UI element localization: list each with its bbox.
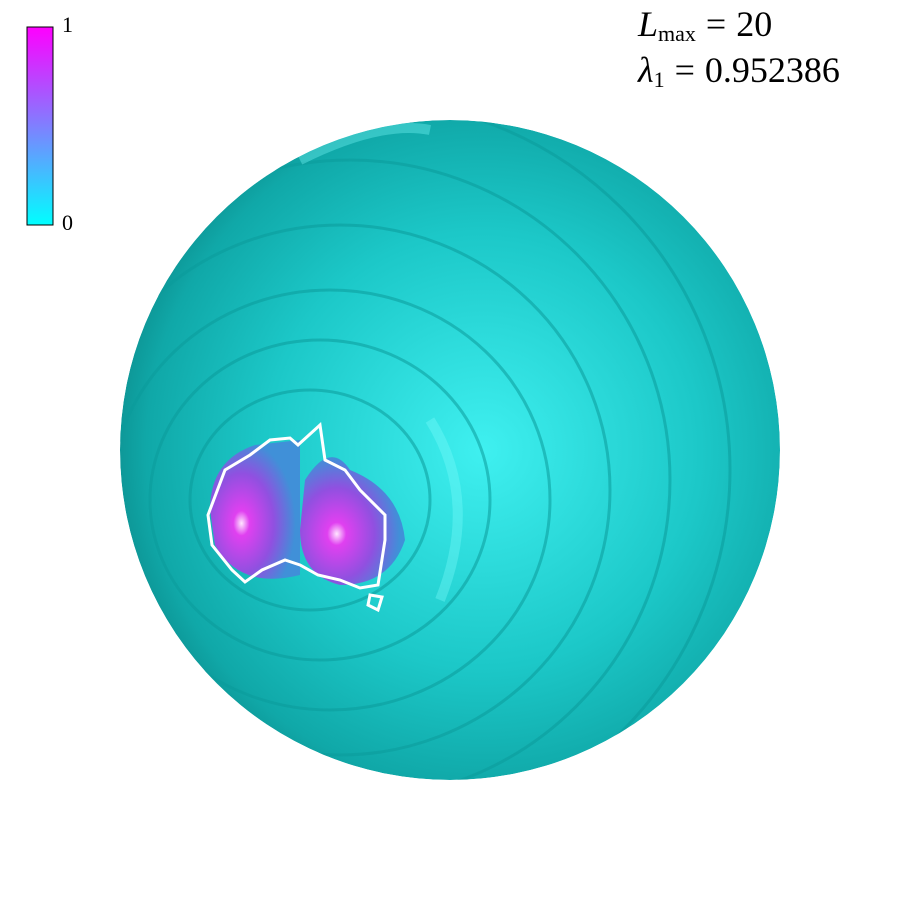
colorbar-tick-label: 0 [62, 210, 73, 235]
colorbar [26, 26, 54, 226]
colorbar-scale [26, 26, 54, 226]
annotation: λ1 = 0.952386 [637, 50, 840, 92]
annotation-value: 20 [736, 4, 772, 44]
colorbar-tick-label: 1 [62, 12, 73, 37]
annotation-relation: = [706, 4, 726, 44]
annotation: Lmax = 20 [637, 4, 772, 46]
sphere [120, 120, 780, 780]
annotation-relation: = [675, 50, 695, 90]
annotation-symbol: L [637, 4, 658, 44]
annotation-value: 0.952386 [705, 50, 840, 90]
annotation-subscript: 1 [654, 67, 665, 92]
annotation-subscript: max [658, 21, 696, 46]
annotation-symbol: λ [637, 50, 654, 90]
